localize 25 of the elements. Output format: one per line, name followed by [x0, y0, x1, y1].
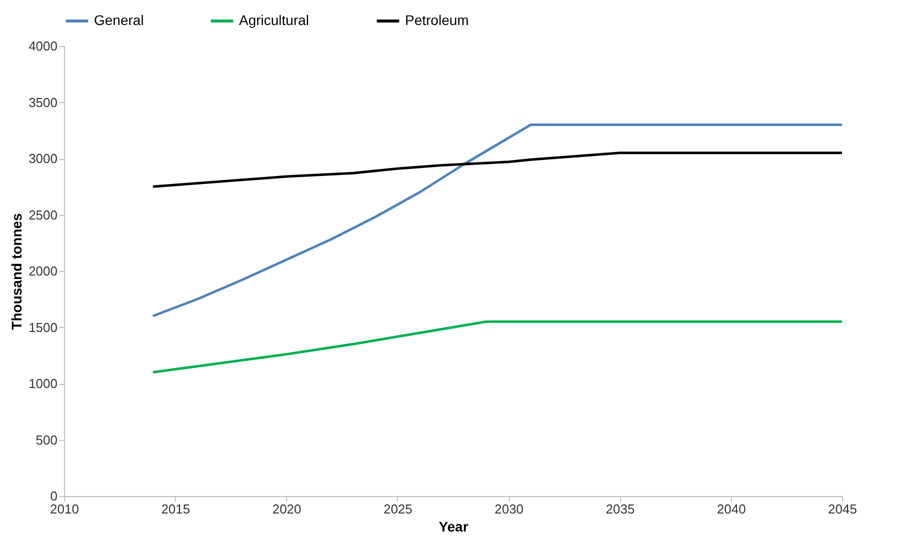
x-tick-label: 2015 [161, 502, 190, 516]
x-tick-label: 2010 [50, 502, 79, 516]
y-axis-title: Thousand tonnes [8, 212, 25, 330]
x-tick-label: 2020 [272, 502, 302, 516]
y-tick-label: 4000 [28, 38, 58, 54]
y-tick-label: 1000 [28, 376, 58, 391]
y-tick-label: 2000 [28, 264, 58, 278]
y-tick-label: 1500 [28, 320, 58, 335]
legend-label: Agricultural [239, 12, 310, 28]
legend-label: General [94, 12, 144, 28]
line-series [152, 152, 842, 188]
line-series [152, 320, 842, 374]
x-tick-label: 2030 [494, 502, 524, 516]
x-tick-label: 2035 [606, 502, 635, 516]
x-tick-label: 2040 [716, 502, 746, 516]
y-tick-label: 500 [36, 432, 58, 448]
x-tick-label: 2025 [383, 502, 412, 516]
y-tick-label: 0 [50, 488, 58, 504]
y-tick-label: 3500 [28, 94, 58, 110]
x-tick-label: 2045 [828, 502, 857, 516]
legend-label: Petroleum [405, 12, 469, 28]
line-series [152, 124, 842, 318]
y-tick-label: 2500 [28, 207, 58, 222]
y-tick-label: 3000 [28, 151, 58, 166]
x-axis-title: Year [438, 518, 469, 534]
